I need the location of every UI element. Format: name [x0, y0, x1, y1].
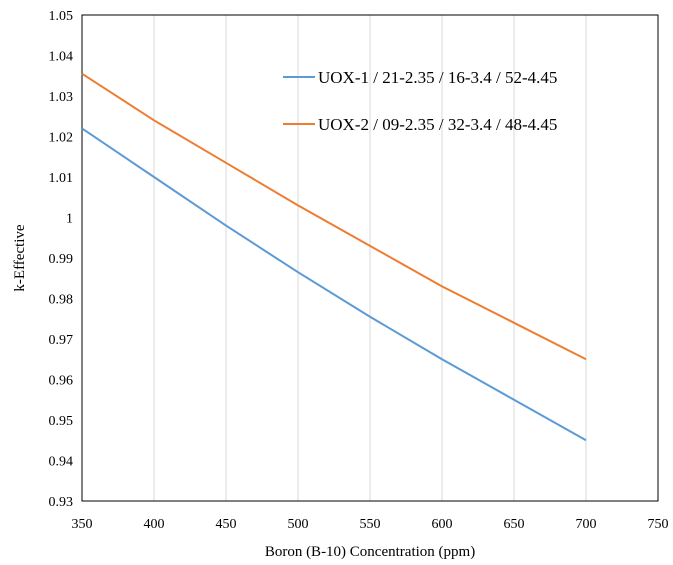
x-tick-label: 400 — [144, 517, 165, 532]
x-tick-label: 750 — [648, 517, 669, 532]
x-tick-label: 500 — [288, 517, 309, 532]
series-line-1 — [81, 127, 587, 442]
y-tick-label: 0.95 — [49, 414, 74, 429]
y-tick-label: 0.96 — [49, 374, 74, 389]
x-tick-label: 550 — [360, 517, 381, 532]
x-tick-label: 600 — [432, 517, 453, 532]
y-tick-label: 1.03 — [49, 90, 74, 105]
x-axis-title: Boron (B-10) Concentration (ppm) — [265, 544, 475, 560]
y-tick-label: 0.94 — [49, 455, 74, 470]
y-tick-label: 0.97 — [49, 333, 74, 348]
y-tick-label: 1.05 — [49, 9, 74, 24]
legend-label-1: UOX-1 / 21-2.35 / 16-3.4 / 52-4.45 — [318, 68, 557, 87]
plot-area-border — [81, 14, 659, 502]
x-tick-label: 450 — [216, 517, 237, 532]
y-axis-title: k-Effective — [12, 224, 28, 292]
x-tick-label: 700 — [576, 517, 597, 532]
x-tick-label: 650 — [504, 517, 525, 532]
y-tick-label: 1 — [66, 212, 73, 227]
y-tick-label: 1.02 — [49, 131, 74, 146]
grid-lines — [153, 15, 587, 501]
legend: UOX-1 / 21-2.35 / 16-3.4 / 52-4.45 UOX-2 … — [283, 68, 557, 134]
x-tick-label: 350 — [72, 517, 93, 532]
y-tick-label: 0.93 — [49, 495, 74, 510]
series-lines — [81, 72, 587, 442]
x-axis-ticks: 350 400 450 500 550 600 650 700 750 — [72, 517, 669, 532]
y-tick-label: 1.01 — [49, 171, 74, 186]
y-tick-label: 0.98 — [49, 293, 74, 308]
y-tick-label: 1.04 — [49, 50, 74, 65]
y-axis-ticks: 0.93 0.94 0.95 0.96 0.97 0.98 0.99 1 1.01 1.02 1.0… — [49, 9, 74, 510]
legend-label-2: UOX-2 / 09-2.35 / 32-3.4 / 48-4.45 — [318, 115, 557, 134]
series-line-2 — [81, 72, 587, 361]
y-tick-label: 0.99 — [49, 252, 74, 267]
